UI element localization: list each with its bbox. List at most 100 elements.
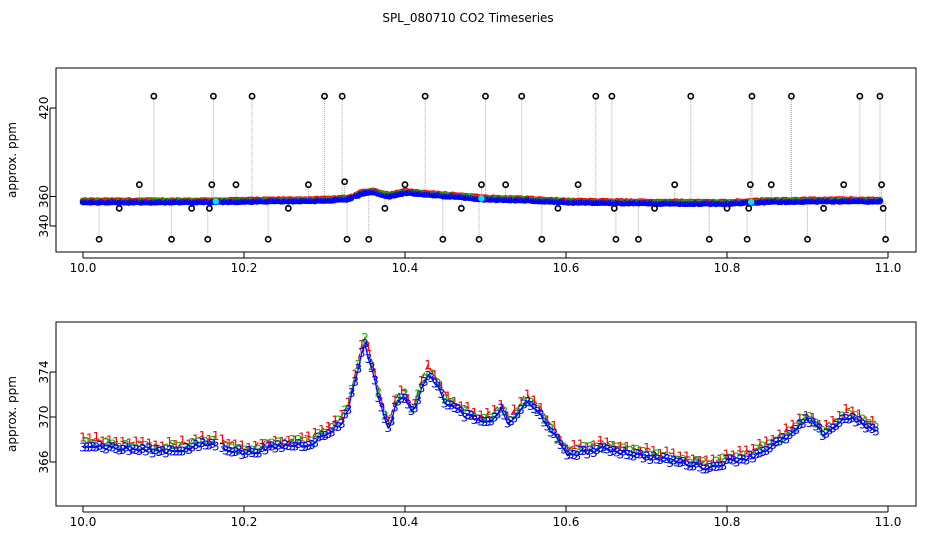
series-marker: 3 <box>680 455 688 469</box>
spike-point <box>188 204 196 212</box>
series-marker: 1 <box>484 406 492 420</box>
y-tick-label: 340 <box>37 215 51 238</box>
series-marker: 1 <box>650 444 658 458</box>
series-marker: 3 <box>252 447 260 461</box>
series-marker: 3 <box>139 442 147 456</box>
series-marker: 3 <box>567 448 575 462</box>
series-marker: 3 <box>288 439 296 453</box>
series-marker: 3 <box>378 400 386 414</box>
series-marker: 3 <box>673 456 681 470</box>
series-marker: 3 <box>477 415 485 429</box>
series-marker: 3 <box>418 382 426 396</box>
series-marker: 1 <box>477 409 485 423</box>
series-marker: 3 <box>719 459 727 473</box>
spike-point <box>748 92 756 100</box>
spike-point <box>205 204 213 212</box>
series-marker: 2 <box>607 439 615 453</box>
series-marker: 1 <box>517 395 525 409</box>
series-marker: 3 <box>404 398 412 412</box>
series-marker: 3 <box>248 446 256 460</box>
series-marker: 3 <box>593 443 601 457</box>
series-marker: 3 <box>278 441 286 455</box>
series-marker: 2 <box>434 376 442 390</box>
series-marker: 3 <box>129 442 137 456</box>
series-marker: 2 <box>640 445 648 459</box>
series-marker: 2 <box>613 441 621 455</box>
plot-frame <box>55 67 917 253</box>
series-marker: 3 <box>155 445 163 459</box>
series-marker: 1 <box>451 395 459 409</box>
series-marker: 3 <box>364 352 372 366</box>
series-marker: 1 <box>398 383 406 397</box>
series-marker: 2 <box>361 331 369 345</box>
series-marker: 3 <box>753 448 761 462</box>
series-marker: 3 <box>633 447 641 461</box>
series-marker: 1 <box>225 437 233 451</box>
series-marker: 3 <box>169 444 177 458</box>
series-marker: 2 <box>189 436 197 450</box>
series-marker: 2 <box>321 427 329 441</box>
spike-point <box>381 204 389 212</box>
series-marker: 3 <box>112 442 120 456</box>
series-marker: 1 <box>716 452 724 466</box>
series-marker: 1 <box>292 434 300 448</box>
data-point <box>876 198 884 205</box>
series-marker: 3 <box>756 446 764 460</box>
series-marker: 1 <box>749 442 757 456</box>
series-marker: 1 <box>265 437 273 451</box>
series-marker: 2 <box>501 404 509 418</box>
spike-point <box>168 235 175 243</box>
spike-point <box>592 92 600 100</box>
series-marker: 2 <box>520 396 528 410</box>
series-marker: 2 <box>248 444 256 458</box>
spike-point <box>612 235 620 243</box>
series-marker: 1 <box>656 447 664 461</box>
series-marker: 2 <box>759 439 767 453</box>
series-marker: 3 <box>812 419 820 433</box>
series-marker: 1 <box>258 437 266 451</box>
series-marker: 1 <box>683 450 691 464</box>
series-marker: 1 <box>311 426 319 440</box>
series-marker: 1 <box>404 392 412 406</box>
series-marker: 2 <box>328 421 336 435</box>
series-marker: 2 <box>195 436 203 450</box>
series-marker: 2 <box>295 433 303 447</box>
series-marker: 1 <box>179 434 187 448</box>
series-marker: 2 <box>494 405 502 419</box>
series-marker: 2 <box>799 412 807 426</box>
series-marker: 3 <box>331 420 339 434</box>
series-marker: 1 <box>199 429 207 443</box>
series-marker: 3 <box>613 446 621 460</box>
series-marker: 1 <box>245 441 253 455</box>
series-marker: 2 <box>846 408 854 422</box>
series-marker: 3 <box>501 409 509 423</box>
spike-point <box>208 181 216 189</box>
series-marker: 3 <box>826 423 834 437</box>
series-marker: 2 <box>713 455 721 469</box>
series-marker: 3 <box>733 455 741 469</box>
series-marker: 3 <box>368 361 376 375</box>
series-marker: 1 <box>139 435 147 449</box>
series-marker: 3 <box>729 453 737 467</box>
series-marker: 3 <box>577 444 585 458</box>
series-marker: 2 <box>487 411 495 425</box>
spike-point <box>635 235 642 243</box>
series-marker: 3 <box>583 447 591 461</box>
series-marker: 1 <box>437 379 445 393</box>
series-marker: 3 <box>660 451 668 465</box>
series-marker: 3 <box>175 445 183 459</box>
series-marker: 3 <box>540 415 548 429</box>
spike-point <box>856 92 864 100</box>
series-marker: 3 <box>292 439 300 453</box>
spike-point <box>365 235 373 243</box>
series-marker: 1 <box>637 444 645 458</box>
series-marker: 3 <box>846 413 854 427</box>
series-marker: 3 <box>683 459 691 473</box>
series-marker: 3 <box>398 392 406 406</box>
series-marker: 1 <box>318 423 326 437</box>
series-marker: 2 <box>162 442 170 456</box>
series-marker: 3 <box>351 375 359 389</box>
series-marker: 3 <box>301 440 309 454</box>
series-marker: 3 <box>670 454 678 468</box>
series-marker: 1 <box>577 437 585 451</box>
